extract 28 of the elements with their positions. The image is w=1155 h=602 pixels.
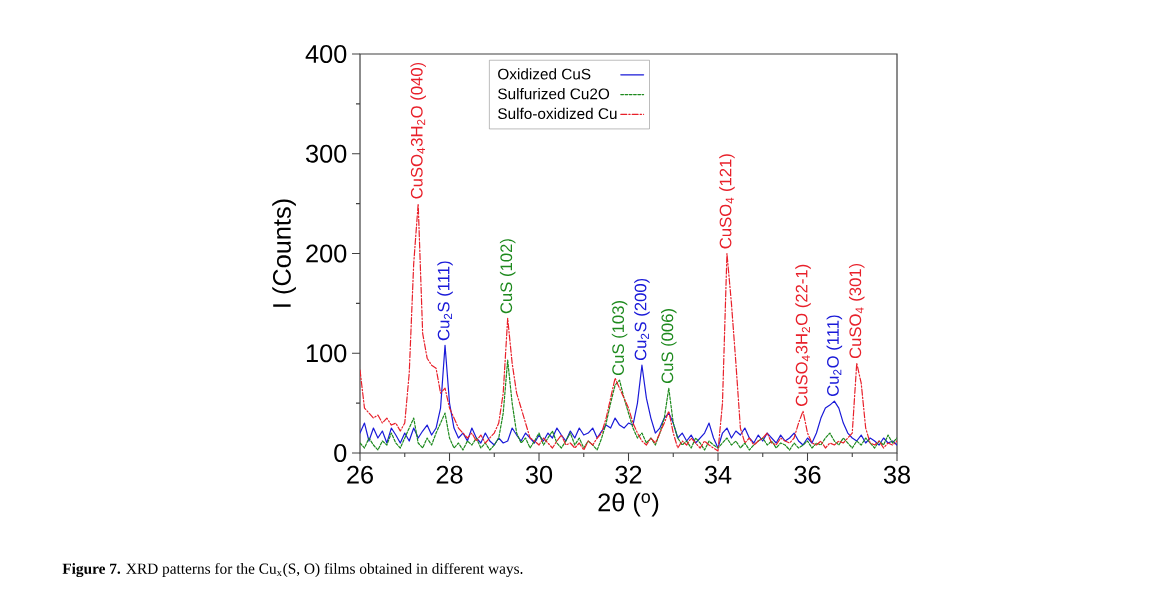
legend-label: Oxidized CuS xyxy=(498,68,591,80)
x-tick-label: 26 xyxy=(347,465,373,484)
x-tick-label: 34 xyxy=(704,465,732,484)
y-tick-label: 100 xyxy=(306,344,347,363)
annotation: Cu$_{2}$S (111) xyxy=(437,261,453,341)
annotation: Cu$_{2}$O (111) xyxy=(826,315,843,397)
x-axis-title: 2θ ($^{o}$) xyxy=(598,492,659,517)
y-tick-label: 0 xyxy=(334,444,347,462)
text: Figure 7. XRD patterns for the Cu$_{x}$(S, O) films obtained in different ways. xyxy=(62,562,523,578)
legend-label: Sulfurized Cu2O xyxy=(498,88,610,100)
annotation: Cu$_{2}$S (200) xyxy=(634,278,650,361)
y-tick-label: 200 xyxy=(306,244,347,263)
annotation: CuSO$_{4}$3H$_{2}$O (040) xyxy=(410,62,426,199)
x-tick-label: 36 xyxy=(794,465,821,484)
x-tick-label: 28 xyxy=(436,465,463,484)
annotation: CuS (103) xyxy=(611,301,628,376)
annotation: CuSO$_{4}$ (121) xyxy=(719,154,735,249)
annotation: CuS (006) xyxy=(661,308,677,384)
y-axis-title: I (Counts) xyxy=(272,199,296,307)
annotation: CuSO$_{4}$3H$_{2}$O (22-1) xyxy=(795,264,811,406)
annotation: CuS (102) xyxy=(499,239,516,314)
legend-label: Sulfo-oxidized Cu xyxy=(498,107,617,120)
y-tick-label: 400 xyxy=(305,45,347,63)
annotation: CuSO$_{4}$ (301) xyxy=(848,263,865,359)
y-tick-label: 300 xyxy=(305,144,347,163)
x-tick-label: 38 xyxy=(883,465,910,484)
x-tick-label: 30 xyxy=(525,465,553,484)
x-tick-label: 32 xyxy=(615,465,642,484)
